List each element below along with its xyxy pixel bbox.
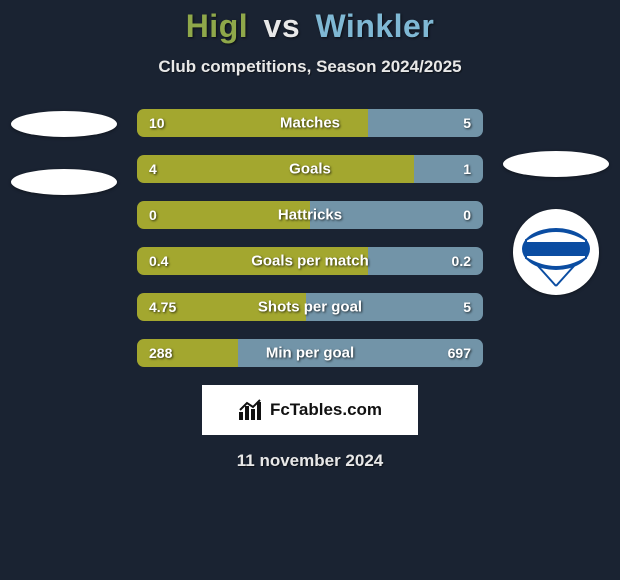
- stat-bar: 288 697 Min per goal: [137, 339, 483, 367]
- stat-right-value: 0: [463, 207, 471, 223]
- stat-bar: 10 5 Matches: [137, 109, 483, 137]
- page-title: Higl vs Winkler: [0, 8, 620, 45]
- left-side-column: [9, 109, 119, 195]
- right-side-column: HerthaBSC: [501, 109, 611, 295]
- brand-text: FcTables.com: [270, 400, 382, 420]
- hertha-bsc-icon: HerthaBSC: [520, 216, 592, 288]
- stat-label: Matches: [280, 115, 340, 132]
- stat-right-value: 5: [463, 299, 471, 315]
- player2-placeholder-1: [503, 151, 609, 177]
- player1-club-placeholder: [11, 169, 117, 195]
- stat-left-value: 288: [149, 345, 172, 361]
- player2-club-crest: HerthaBSC: [513, 209, 599, 295]
- stat-bar-left-fill: [137, 155, 414, 183]
- stat-right-value: 0.2: [452, 253, 471, 269]
- stat-right-value: 1: [463, 161, 471, 177]
- vs-label: vs: [264, 8, 301, 44]
- stat-right-value: 697: [448, 345, 471, 361]
- stat-bar: 0 0 Hattricks: [137, 201, 483, 229]
- stat-bar: 4.75 5 Shots per goal: [137, 293, 483, 321]
- stat-bar: 0.4 0.2 Goals per match: [137, 247, 483, 275]
- stat-left-value: 0.4: [149, 253, 168, 269]
- date-label: 11 november 2024: [0, 451, 620, 471]
- stats-bars: 10 5 Matches 4 1 Goals 0 0 Hattricks 0.4 0.2 Goals …: [137, 109, 483, 367]
- comparison-card: Higl vs Winkler Club competitions, Seaso…: [0, 0, 620, 471]
- main-row: 10 5 Matches 4 1 Goals 0 0 Hattricks 0.4 0.2 Goals …: [0, 109, 620, 367]
- stat-label: Shots per goal: [258, 299, 362, 316]
- stat-label: Goals per match: [251, 253, 369, 270]
- stat-right-value: 5: [463, 115, 471, 131]
- stat-left-value: 4: [149, 161, 157, 177]
- player2-name: Winkler: [316, 8, 435, 44]
- stat-label: Min per goal: [266, 345, 354, 362]
- stat-bar-right-fill: [414, 155, 483, 183]
- stat-left-value: 4.75: [149, 299, 176, 315]
- club-name-text: HerthaBSC: [530, 245, 584, 256]
- stat-left-value: 10: [149, 115, 165, 131]
- subtitle: Club competitions, Season 2024/2025: [0, 57, 620, 77]
- stat-label: Goals: [289, 161, 331, 178]
- stat-left-value: 0: [149, 207, 157, 223]
- player1-name: Higl: [186, 8, 248, 44]
- stat-label: Hattricks: [278, 207, 342, 224]
- brand-badge[interactable]: FcTables.com: [202, 385, 418, 435]
- brand-chart-icon: [238, 398, 264, 422]
- player1-placeholder-1: [11, 111, 117, 137]
- stat-bar: 4 1 Goals: [137, 155, 483, 183]
